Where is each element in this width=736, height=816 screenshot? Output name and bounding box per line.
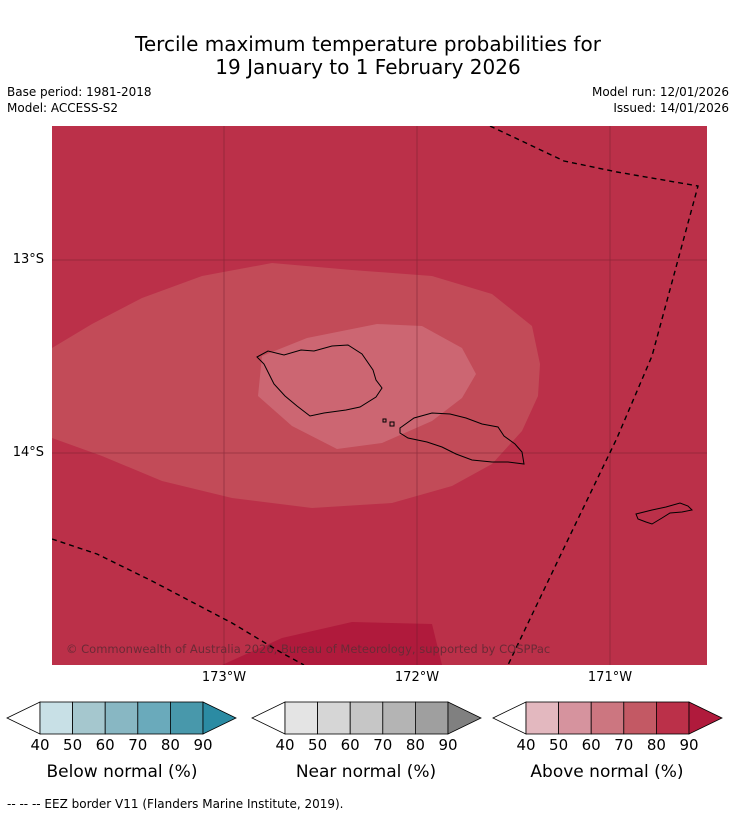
island-manono <box>382 418 387 423</box>
above-normal-label: Above normal (%) <box>530 762 684 782</box>
colorbar-above-tick: 50 <box>549 736 569 754</box>
model-run: Model run: 12/01/2026 <box>591 85 729 99</box>
colorbar-near-arrow <box>447 701 482 735</box>
colorbar-below-segment <box>72 701 106 735</box>
lat-label-14s: 14°S <box>12 445 44 460</box>
colorbar-above-tick: 80 <box>646 736 666 754</box>
map-canvas: © Commonwealth of Australia 2026, Bureau… <box>52 126 707 665</box>
colorbar-above-tick: 40 <box>516 736 536 754</box>
colorbar-near-segment <box>382 701 416 735</box>
colorbar-near-tick: 50 <box>308 736 328 754</box>
colorbar-above-segment <box>525 701 559 735</box>
colorbar-strip <box>6 701 723 735</box>
colorbar-above <box>492 701 723 735</box>
colorbar-above-segment <box>623 701 657 735</box>
colorbar-below-arrow <box>202 701 237 735</box>
map-copyright: © Commonwealth of Australia 2026, Bureau… <box>66 642 550 656</box>
colorbar-above-tick: 70 <box>614 736 634 754</box>
colorbar-near-tick: 60 <box>340 736 360 754</box>
prob-band-60-70 <box>258 324 476 449</box>
lon-label-173w: 173°W <box>201 670 247 685</box>
colorbar-above-tick: 90 <box>679 736 699 754</box>
colorbar-below-segment <box>104 701 139 735</box>
probability-map[interactable]: © Commonwealth of Australia 2026, Bureau… <box>52 126 707 665</box>
meta-left: Base period: 1981-2018 Model: ACCESS-S2 <box>7 84 152 116</box>
colorbar-below <box>6 701 237 735</box>
colorbar-near-tick: 40 <box>275 736 295 754</box>
prob-band-80-90-south <box>222 622 442 665</box>
colorbar-near-segment <box>284 701 318 735</box>
island-savaii <box>256 344 383 417</box>
model-name: Model: ACCESS-S2 <box>7 101 119 115</box>
colorbar-above-tick: 60 <box>581 736 601 754</box>
graticule <box>52 126 707 665</box>
lon-label-171w: 171°W <box>587 670 633 685</box>
colorbar-below-tick: 40 <box>30 736 50 754</box>
colorbar-near-segment <box>349 701 384 735</box>
colorbar-below-segment <box>39 701 73 735</box>
colorbar-below-segment <box>169 701 204 735</box>
island-apolima <box>389 421 395 427</box>
colorbar-above-arrow <box>688 701 723 735</box>
colorbar-near-segment <box>317 701 351 735</box>
below-normal-label: Below normal (%) <box>46 762 198 782</box>
colorbar-below-tick: 90 <box>193 736 213 754</box>
colorbar-above-segment <box>656 701 690 735</box>
colorbar-below-tick: 50 <box>63 736 83 754</box>
colorbar-near-segment <box>414 701 449 735</box>
colorbar-near-tick: 90 <box>438 736 458 754</box>
colorbar-below-tick: 60 <box>95 736 115 754</box>
issued-date: Issued: 14/01/2026 <box>613 101 729 115</box>
colorbar-below-tick: 80 <box>160 736 180 754</box>
coastlines <box>256 344 694 525</box>
map-title-line2: 19 January to 1 February 2026 <box>215 55 521 79</box>
base-period: Base period: 1981-2018 <box>7 85 152 99</box>
colorbar-near-tick: 70 <box>373 736 393 754</box>
colorbar-near <box>251 701 482 735</box>
meta-right: Model run: 12/01/2026 Issued: 14/01/2026 <box>592 84 729 116</box>
colorbar-near-tick: 80 <box>405 736 425 754</box>
lat-label-13s: 13°S <box>12 252 44 267</box>
island-upolu <box>399 412 525 465</box>
eez-footnote: -- -- -- EEZ border V11 (Flanders Marine… <box>7 797 344 811</box>
colorbar-below-segment <box>137 701 171 735</box>
near-normal-label: Near normal (%) <box>295 762 437 782</box>
colorbar-above-segment <box>558 701 592 735</box>
lon-label-172w: 172°W <box>394 670 440 685</box>
eez-border <box>52 126 699 665</box>
colorbar-above-segment <box>590 701 625 735</box>
colorbar-below-tick: 70 <box>128 736 148 754</box>
island-tutuila <box>635 502 694 525</box>
map-title-line1: Tercile maximum temperature probabilitie… <box>135 32 601 56</box>
